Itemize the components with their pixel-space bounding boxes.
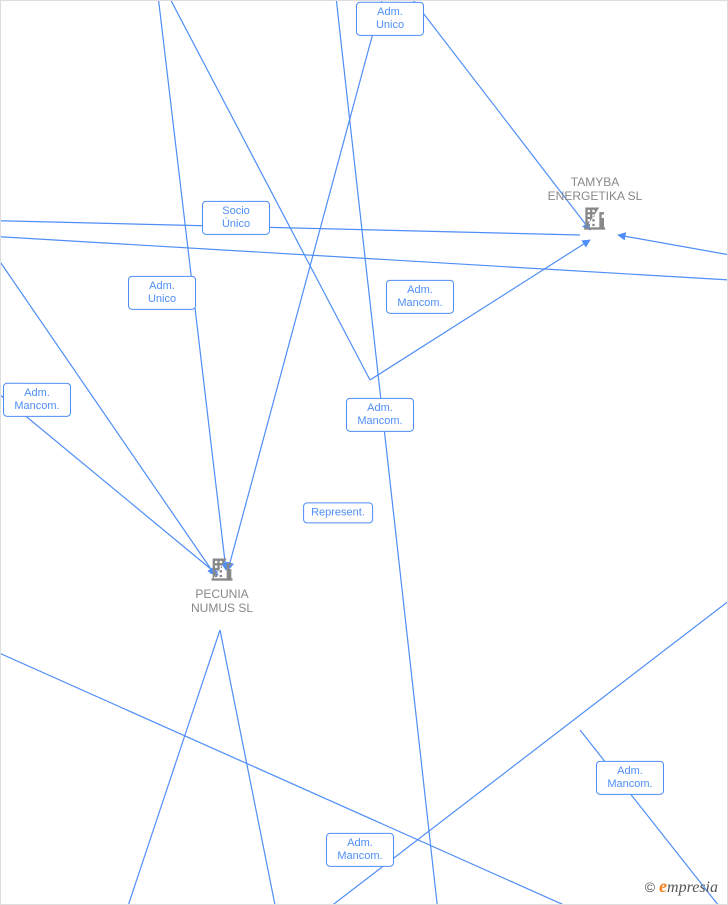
edge-label: Adm.Mancom. <box>326 833 394 867</box>
building-icon <box>581 204 609 232</box>
node-label-line1: TAMYBA <box>548 175 643 189</box>
edge-label-line2: Mancom. <box>337 850 382 862</box>
edge-label: Adm.Mancom. <box>346 398 414 432</box>
edge-label-line1: Adm. <box>24 387 50 399</box>
edge-label-line2: Mancom. <box>14 400 59 412</box>
node-label-line1: PECUNIA <box>191 587 253 601</box>
edge <box>0 220 580 235</box>
edge-label: Adm.Unico <box>356 2 424 36</box>
edge <box>220 630 280 905</box>
brand-rest: mpresia <box>667 879 718 896</box>
company-node-tamyba[interactable]: TAMYBAENERGETIKA SL <box>548 175 643 236</box>
node-label-line2: NUMUS SL <box>191 601 253 615</box>
edge-label: Represent. <box>303 502 373 523</box>
edge <box>228 0 390 570</box>
node-label-line2: ENERGETIKA SL <box>548 189 643 203</box>
copyright-symbol: © <box>645 879 655 895</box>
edge-label-line2: Mancom. <box>607 778 652 790</box>
company-node-pecunia[interactable]: PECUNIANUMUS SL <box>191 555 253 616</box>
edge-label: SocioÚnico <box>202 201 270 235</box>
edge <box>618 235 728 255</box>
edge <box>0 235 728 280</box>
edge-label-line1: Adm. <box>149 280 175 292</box>
edge-label: Adm.Mancom. <box>3 383 71 417</box>
edge-label-line2: Mancom. <box>357 415 402 427</box>
edge-label: Adm.Mancom. <box>386 280 454 314</box>
edge <box>155 0 370 380</box>
brand-first-letter: e <box>659 876 667 896</box>
copyright: ©empresia <box>645 876 718 897</box>
edge-label-line2: Unico <box>148 293 176 305</box>
edge-label: Adm.Unico <box>128 276 196 310</box>
edge <box>120 630 220 905</box>
edge-label-line1: Adm. <box>367 402 393 414</box>
edge <box>0 640 620 905</box>
edge-label-line1: Adm. <box>407 284 433 296</box>
edge-label-line1: Adm. <box>377 6 403 18</box>
edge-label-line1: Represent. <box>311 506 365 518</box>
edge-label-line1: Adm. <box>347 837 373 849</box>
edge-label: Adm.Mancom. <box>596 761 664 795</box>
edge-label-line2: Unico <box>376 19 404 31</box>
edge-label-line2: Único <box>222 218 250 230</box>
edge-label-line2: Mancom. <box>397 297 442 309</box>
building-icon <box>208 555 236 583</box>
edge-label-line1: Adm. <box>617 765 643 777</box>
edge <box>333 0 440 905</box>
edge-label-line1: Socio <box>222 205 250 217</box>
